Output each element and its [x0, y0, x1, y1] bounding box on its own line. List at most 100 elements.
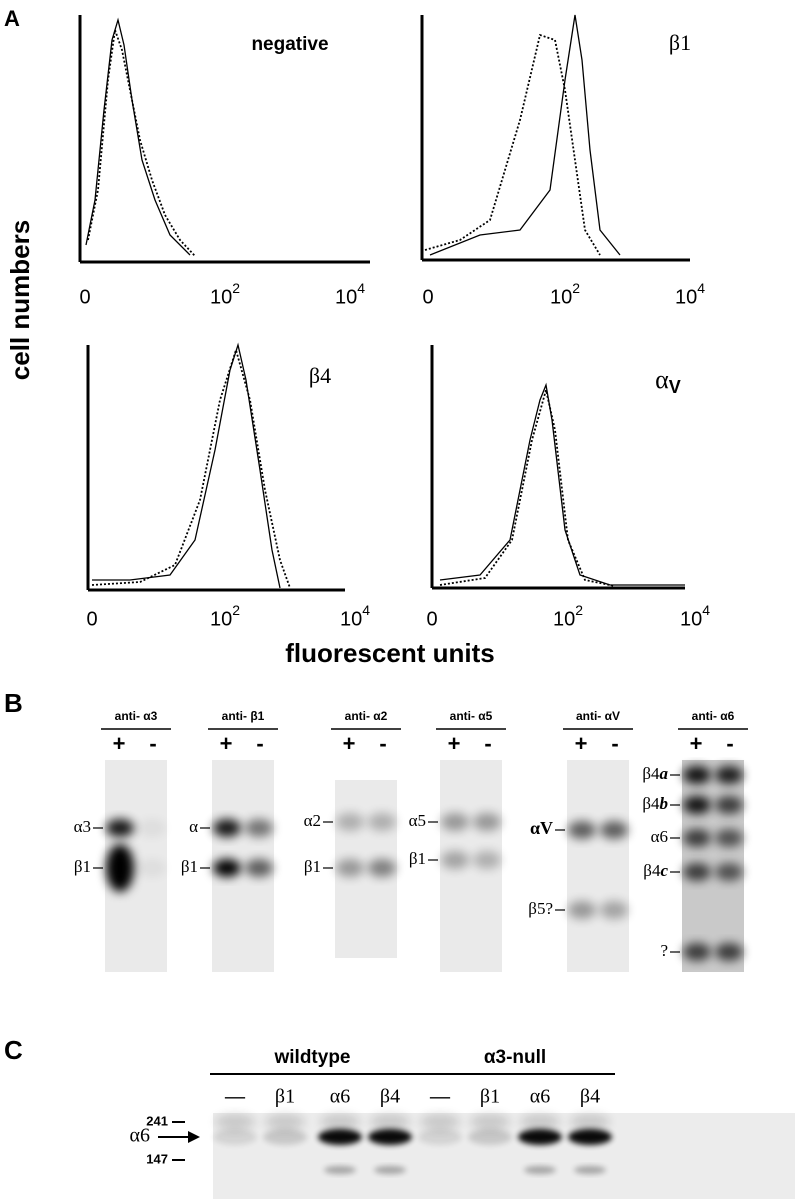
x-tick-label: 104 — [680, 602, 710, 631]
band — [263, 1129, 307, 1145]
arrow-head — [188, 1131, 200, 1143]
band-label: β1 — [181, 857, 198, 876]
x-tick-label: 102 — [210, 280, 240, 309]
band — [374, 1166, 406, 1174]
x-tick-exp: 2 — [572, 280, 580, 296]
band-label: β1 — [74, 857, 91, 876]
band — [213, 819, 241, 837]
band — [213, 859, 241, 877]
band — [468, 1129, 512, 1145]
antibody-label: anti- αV — [576, 709, 620, 723]
band-label: α — [189, 817, 198, 836]
band — [470, 1114, 510, 1130]
x-tick-exp: 4 — [702, 602, 710, 618]
band — [683, 943, 711, 961]
band — [715, 863, 743, 881]
band — [336, 813, 364, 831]
x-tick-exp: 2 — [575, 602, 583, 618]
band — [106, 844, 134, 892]
band — [715, 943, 743, 961]
antibody-label: anti- α5 — [450, 709, 493, 723]
marker-label: 241 — [146, 1113, 168, 1128]
x-tick-label: 104 — [675, 280, 705, 309]
antibody-label: anti- α6 — [692, 709, 735, 723]
band — [600, 901, 628, 919]
band — [524, 1166, 556, 1174]
x-tick-exp: 4 — [697, 280, 705, 296]
band — [324, 1166, 356, 1174]
band — [683, 766, 711, 784]
lane-label: β1 — [480, 1086, 500, 1108]
band — [520, 1114, 560, 1130]
plot-title: β1 — [669, 30, 691, 55]
band — [683, 796, 711, 814]
lane-label: + — [343, 731, 356, 756]
band-label: β4c — [643, 861, 668, 880]
x-tick-label: 102 — [553, 602, 583, 631]
x-tick-exp: 2 — [232, 280, 240, 296]
lane-label: α6 — [330, 1086, 350, 1108]
lane-label: — — [429, 1086, 451, 1108]
x-tick-exp: 2 — [232, 602, 240, 618]
y-axis-label: cell numbers — [5, 220, 35, 380]
x-tick-label: 102 — [550, 280, 580, 309]
plot-title-sub: V — [669, 377, 681, 397]
x-axis-label: fluorescent units — [285, 638, 494, 668]
lane-label: β4 — [580, 1086, 600, 1108]
band-label: β4a — [642, 764, 668, 783]
band — [138, 859, 166, 877]
band — [600, 821, 628, 839]
lane-label: - — [611, 731, 618, 756]
band — [715, 766, 743, 784]
plot-title: αV — [655, 365, 681, 397]
band — [473, 813, 501, 831]
x-tick-label: 0 — [79, 286, 90, 308]
band — [213, 1129, 257, 1145]
band — [568, 1129, 612, 1145]
lane-label: + — [575, 731, 588, 756]
lane-label: - — [726, 731, 733, 756]
band — [336, 859, 364, 877]
x-tick-label: 104 — [340, 602, 370, 631]
band — [570, 1114, 610, 1130]
lane-label: - — [256, 731, 263, 756]
lane-label: - — [484, 731, 491, 756]
lane-label: + — [113, 731, 126, 756]
band — [370, 1114, 410, 1130]
lane-label: + — [448, 731, 461, 756]
band-label: β4b — [642, 794, 668, 813]
band — [265, 1114, 305, 1130]
lane-label: β1 — [275, 1086, 295, 1108]
band — [320, 1114, 360, 1130]
band — [368, 859, 396, 877]
arrow-label: α6 — [130, 1125, 150, 1147]
band-label: α3 — [74, 817, 91, 836]
band-label: ? — [660, 941, 668, 960]
lane-label: + — [690, 731, 703, 756]
band-label: β1 — [304, 857, 321, 876]
band — [441, 851, 469, 869]
band-label: β5? — [528, 899, 553, 918]
x-tick-label: 102 — [210, 602, 240, 631]
lane-label: - — [379, 731, 386, 756]
band — [518, 1129, 562, 1145]
lane-label: β4 — [380, 1086, 400, 1108]
band — [715, 796, 743, 814]
band-suffix: b — [660, 794, 669, 813]
band — [715, 829, 743, 847]
x-tick-label: 104 — [335, 280, 365, 309]
antibody-label: anti- α2 — [345, 709, 388, 723]
x-tick-label: 0 — [86, 608, 97, 630]
band — [106, 819, 134, 837]
blot — [567, 760, 629, 972]
band — [683, 829, 711, 847]
panel-label: A — [4, 6, 20, 31]
band-suffix: c — [660, 861, 668, 880]
lane-label: — — [224, 1086, 246, 1108]
band-label: α2 — [304, 811, 321, 830]
antibody-label: anti- α3 — [115, 709, 158, 723]
band-label: β1 — [409, 849, 426, 868]
band — [683, 863, 711, 881]
band — [318, 1129, 362, 1145]
band — [441, 813, 469, 831]
